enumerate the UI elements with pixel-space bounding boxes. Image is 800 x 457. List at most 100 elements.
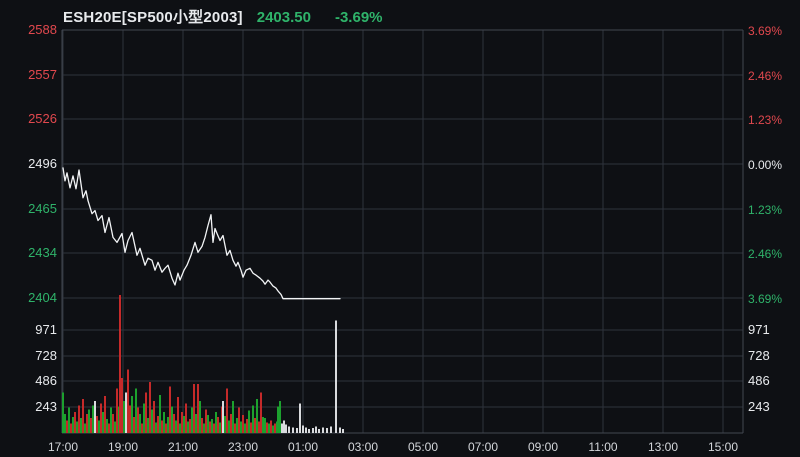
volume-bar bbox=[228, 420, 230, 433]
volume-bar bbox=[270, 420, 272, 433]
volume-bar bbox=[232, 401, 234, 433]
volume-bar bbox=[330, 426, 332, 433]
volume-bar bbox=[213, 423, 215, 433]
volume-bar bbox=[292, 427, 294, 433]
volume-bar bbox=[283, 420, 285, 433]
volume-bar bbox=[137, 407, 139, 433]
last-price: 2403.50 bbox=[256, 9, 311, 26]
volume-bar bbox=[165, 423, 167, 433]
volume-bar bbox=[147, 418, 149, 433]
volume-bar bbox=[64, 413, 66, 433]
percent-axis-label: 3.69% bbox=[748, 292, 783, 306]
time-axis-label: 07:00 bbox=[467, 440, 499, 454]
volume-bar bbox=[66, 420, 68, 433]
volume-bar bbox=[342, 428, 344, 433]
volume-bar bbox=[106, 419, 108, 433]
volume-bar bbox=[155, 422, 157, 433]
volume-bar bbox=[62, 392, 64, 433]
volume-bar bbox=[94, 401, 96, 433]
volume-bar bbox=[224, 416, 226, 433]
volume-bar bbox=[189, 419, 191, 433]
volume-bar bbox=[114, 421, 116, 433]
volume-bar bbox=[100, 403, 102, 433]
volume-axis-label-right: 971 bbox=[748, 322, 770, 337]
percent-axis-label: 2.46% bbox=[748, 247, 783, 262]
volume-bar bbox=[197, 384, 199, 433]
volume-bar bbox=[90, 418, 92, 433]
volume-bar bbox=[151, 409, 153, 433]
volume-bar bbox=[277, 406, 279, 433]
price-axis-label: 2496 bbox=[28, 156, 57, 171]
volume-bar bbox=[169, 386, 171, 433]
volume-bar bbox=[143, 403, 145, 433]
volume-bar bbox=[80, 418, 82, 433]
volume-bar bbox=[92, 405, 94, 433]
volume-bar bbox=[288, 426, 290, 433]
percent-axis-label: 1.23% bbox=[748, 113, 783, 128]
volume-bar bbox=[256, 399, 258, 433]
volume-bar bbox=[125, 392, 127, 433]
volume-axis-label-left: 243 bbox=[35, 399, 57, 415]
percent-axis-label: 1.23% bbox=[748, 202, 783, 217]
price-line bbox=[62, 167, 341, 300]
volume-bar bbox=[339, 427, 341, 433]
volume-bar bbox=[86, 413, 88, 433]
volume-bar bbox=[264, 418, 266, 433]
symbol-name[interactable]: ESH20E[SP500小型2003] bbox=[63, 9, 243, 26]
volume-bar bbox=[335, 320, 337, 433]
volume-bar bbox=[177, 396, 179, 433]
volume-bar bbox=[131, 395, 133, 433]
volume-bar bbox=[246, 419, 248, 433]
volume-bar bbox=[199, 401, 201, 433]
volume-bar bbox=[262, 417, 264, 433]
volume-bar bbox=[135, 388, 137, 433]
percent-axis-label: 0.00% bbox=[748, 158, 783, 172]
volume-bar bbox=[191, 407, 193, 433]
volume-bar bbox=[318, 428, 320, 433]
volume-bar bbox=[203, 423, 205, 433]
volume-bar bbox=[133, 417, 135, 433]
volume-bar bbox=[167, 417, 169, 433]
price-axis-label: 2588 bbox=[28, 22, 57, 37]
volume-bar bbox=[171, 406, 173, 433]
volume-bar bbox=[299, 403, 301, 433]
volume-bar bbox=[222, 401, 224, 433]
volume-bar bbox=[207, 415, 209, 433]
time-axis-label: 05:00 bbox=[407, 440, 439, 454]
volume-bar bbox=[108, 423, 110, 433]
volume-bar bbox=[285, 424, 287, 433]
volume-bar bbox=[215, 411, 217, 433]
volume-bar bbox=[268, 423, 270, 433]
volume-bar bbox=[116, 388, 118, 433]
volume-bar bbox=[230, 413, 232, 433]
time-axis-label: 15:00 bbox=[707, 440, 739, 454]
volume-bar bbox=[163, 411, 165, 433]
volume-bar bbox=[112, 413, 114, 433]
volume-axis-label-right: 728 bbox=[748, 347, 770, 363]
volume-bar bbox=[161, 420, 163, 433]
chart-header: ESH20E[SP500小型2003] 2403.50 -3.69% bbox=[63, 9, 383, 27]
time-axis-label: 23:00 bbox=[227, 440, 259, 454]
volume-bar bbox=[260, 392, 262, 433]
volume-bar bbox=[141, 423, 143, 433]
volume-bar bbox=[145, 392, 147, 433]
volume-bar bbox=[236, 418, 238, 433]
volume-bar bbox=[187, 421, 189, 433]
volume-bar bbox=[82, 399, 84, 433]
volume-bar bbox=[159, 394, 161, 433]
change-percent: -3.69% bbox=[334, 9, 383, 26]
volume-axis-label-left: 971 bbox=[35, 322, 57, 337]
volume-bar bbox=[242, 415, 244, 433]
volume-axis-label-right: 243 bbox=[748, 399, 770, 415]
volume-bar bbox=[272, 425, 274, 433]
volume-bar bbox=[302, 425, 304, 433]
percent-axis-label: 3.69% bbox=[748, 24, 783, 38]
volume-bar bbox=[315, 426, 317, 433]
time-axis-label: 11:00 bbox=[588, 440, 618, 454]
volume-bar bbox=[102, 411, 104, 433]
time-axis-label: 01:00 bbox=[287, 440, 319, 454]
volume-bar bbox=[84, 423, 86, 433]
volume-bar bbox=[119, 295, 121, 433]
volume-bar bbox=[250, 422, 252, 433]
